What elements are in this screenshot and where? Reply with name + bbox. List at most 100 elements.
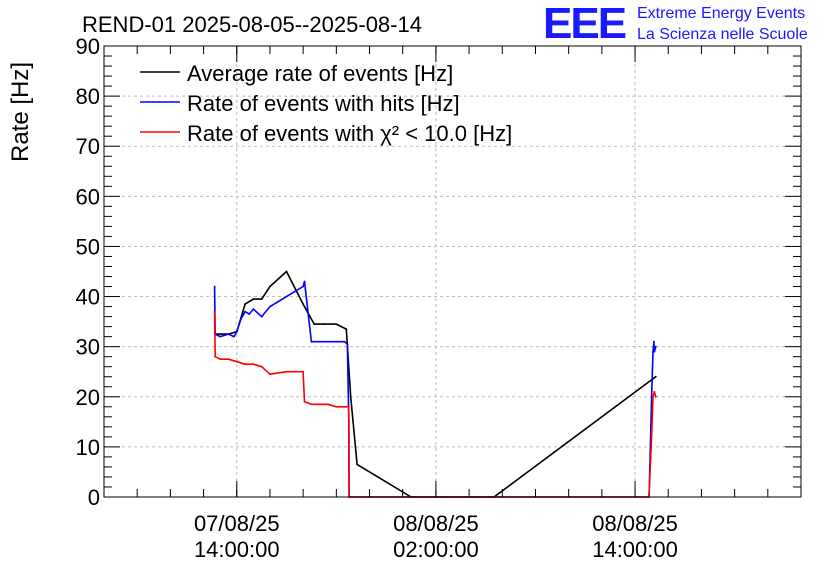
series-2-point (285, 295, 288, 298)
legend-label-3: Rate of events with χ² < 10.0 [Hz] (187, 121, 512, 146)
logo-line-2: La Scienza nelle Scuole (637, 26, 808, 43)
y-tick-labels: 0 10 20 30 40 50 60 70 80 90 (76, 34, 100, 510)
series-2-point (260, 315, 263, 318)
axis-ticks (103, 45, 802, 498)
legend-label-1: Average rate of events [Hz] (187, 61, 453, 86)
series-layer (213, 270, 657, 498)
series-3-point (654, 395, 657, 398)
y-tick-label: 30 (76, 335, 100, 360)
series-2-point (219, 335, 222, 338)
y-axis-label: Rate [Hz] (7, 62, 34, 162)
series-3-point (652, 395, 654, 398)
series-3-point (343, 405, 346, 408)
series-1-point (349, 395, 352, 398)
series-line-2 (213, 280, 657, 498)
series-3-point (235, 360, 238, 363)
plot-frame (103, 45, 802, 498)
series-3-point (302, 370, 304, 373)
series-3-point (227, 358, 230, 361)
series-2-point (318, 340, 321, 343)
series-3-point (303, 400, 306, 403)
grid-lines (104, 46, 801, 497)
series-2-point (233, 335, 235, 338)
series-1-point (356, 463, 358, 466)
x-tick-label-time: 02:00:00 (393, 537, 479, 562)
series-1-point (345, 328, 348, 330)
legend-label-2: Rate of events with hits [Hz] (187, 91, 460, 116)
series-2-point (248, 313, 251, 315)
x-tick-label-time: 14:00:00 (592, 537, 678, 562)
logo-line-1: Extreme Energy Events (637, 5, 805, 22)
series-3-point (310, 403, 313, 406)
series-3-point (347, 405, 350, 408)
series-2-point (269, 305, 271, 308)
y-tick-label: 20 (76, 385, 100, 410)
x-tick-labels: 07/08/2514:00:0008/08/2502:00:0008/08/25… (194, 511, 678, 562)
series-3-point (653, 390, 656, 393)
series-2-point (652, 350, 654, 353)
series-1-point (654, 375, 657, 378)
series-1-point (313, 323, 316, 325)
series-2-point (653, 350, 656, 353)
series-2-point (213, 285, 216, 288)
y-tick-label: 70 (76, 134, 100, 159)
series-2-point (346, 343, 349, 346)
series-3-point (318, 403, 321, 406)
y-tick-label: 50 (76, 234, 100, 259)
series-2-point (654, 345, 657, 348)
series-2-point (277, 300, 280, 303)
series-2-point (650, 395, 653, 398)
series-3-point (335, 405, 338, 408)
x-tick-label-date: 07/08/25 (194, 511, 280, 536)
series-2-point (227, 333, 230, 335)
legend: Average rate of events [Hz] Rate of event… (140, 61, 512, 146)
series-3-point (244, 363, 247, 366)
series-3-point (327, 403, 329, 406)
series-2-point (303, 280, 306, 283)
series-2-point (235, 330, 238, 333)
series-line-3 (213, 311, 657, 498)
series-2-point (244, 310, 247, 313)
series-3-point (260, 365, 263, 368)
series-1-point (302, 303, 304, 305)
y-tick-label: 60 (76, 184, 100, 209)
series-1-point (318, 323, 321, 325)
series-1-point (219, 333, 222, 335)
series-1-point (285, 270, 288, 273)
series-3-point (269, 373, 271, 376)
series-2-point (327, 340, 329, 343)
series-2-point (302, 285, 304, 288)
series-1-point (335, 323, 338, 325)
series-1-point (252, 298, 255, 300)
series-1-point (260, 298, 263, 300)
series-3-point (252, 363, 255, 366)
series-2-point (310, 340, 313, 343)
x-tick-label-date: 08/08/25 (592, 511, 678, 536)
series-2-point (240, 318, 242, 320)
series-3-point (650, 436, 653, 438)
series-3-point (214, 355, 217, 358)
y-tick-label: 0 (88, 485, 100, 510)
y-tick-label: 80 (76, 84, 100, 109)
series-1-point (244, 303, 247, 305)
x-tick-label-date: 08/08/25 (393, 511, 479, 536)
y-tick-label: 10 (76, 435, 100, 460)
series-2-point (343, 340, 346, 343)
chart-title: REND-01 2025-08-05--2025-08-14 (82, 12, 422, 37)
y-tick-label: 90 (76, 34, 100, 59)
series-3-point (285, 370, 288, 373)
eee-logo: EEE Extreme Energy Events La Scienza nel… (543, 0, 808, 48)
series-2-point (293, 290, 296, 293)
y-tick-label: 40 (76, 285, 100, 310)
series-2-point (653, 340, 655, 343)
eee-logo-mark: EEE (543, 0, 626, 48)
series-2-point (252, 308, 255, 310)
series-1-point (323, 323, 325, 325)
series-3-point (219, 358, 222, 361)
series-1-point (269, 285, 271, 288)
series-3-point (648, 491, 651, 493)
series-2-point (335, 340, 338, 343)
x-tick-label-time: 14:00:00 (194, 537, 280, 562)
series-3-point (213, 310, 216, 313)
